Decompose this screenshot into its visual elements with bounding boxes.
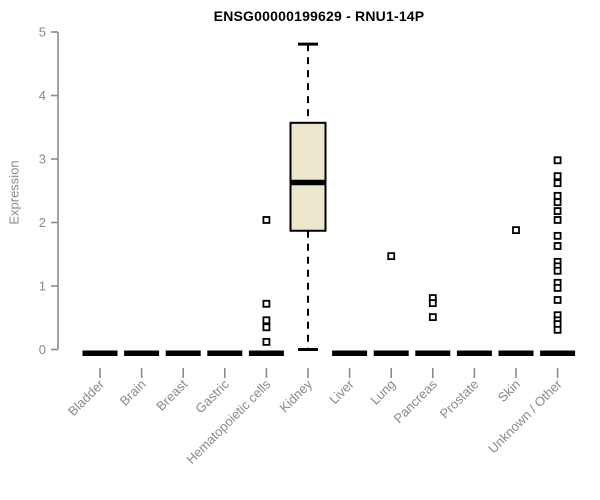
x-axis-category-label: Unknown / Other <box>485 376 565 456</box>
x-axis-category-label: Prostate <box>437 377 482 422</box>
y-axis-tick-label: 1 <box>39 279 46 294</box>
collapsed-box-at-zero <box>248 350 284 356</box>
outlier-point <box>262 337 271 346</box>
y-axis-tick-label: 2 <box>39 215 46 230</box>
outlier-point <box>553 156 562 165</box>
x-axis-category-label: Brain <box>117 377 149 409</box>
outlier-point <box>553 266 562 275</box>
chart-title: ENSG00000199629 - RNU1-14P <box>213 8 425 24</box>
x-axis-category-label: Kidney <box>276 376 315 415</box>
y-axis-tick-label: 4 <box>39 88 46 103</box>
collapsed-box-at-zero <box>456 350 492 356</box>
x-axis-category-label: Pancreas <box>390 376 440 426</box>
collapsed-box-at-zero <box>498 350 534 356</box>
x-axis-category-label: Breast <box>153 376 190 413</box>
collapsed-box-at-zero <box>207 350 243 356</box>
outlier-point <box>262 299 271 308</box>
outlier-point <box>553 207 562 215</box>
boxplot-box <box>289 121 327 232</box>
collapsed-box-at-zero <box>82 350 118 356</box>
x-axis-category-label: Gastric <box>192 376 232 416</box>
x-axis-category-label: Liver <box>326 376 357 407</box>
y-axis-tick-label: 3 <box>39 152 46 167</box>
collapsed-box-at-zero <box>415 350 451 356</box>
outlier-point <box>553 325 562 334</box>
outlier-point <box>553 284 562 292</box>
outlier-point <box>553 198 562 207</box>
outlier-point <box>387 252 396 261</box>
y-axis-tick-label: 5 <box>39 25 46 40</box>
outlier-point <box>262 316 271 325</box>
outlier-point <box>512 226 520 235</box>
x-axis-category-label: Bladder <box>65 376 108 419</box>
outlier-point <box>553 172 562 181</box>
x-axis-category-label: Lung <box>367 377 398 408</box>
outlier-point <box>553 216 562 224</box>
collapsed-box-at-zero <box>332 350 368 356</box>
outlier-point <box>262 216 271 224</box>
x-axis-category-label: Skin <box>495 377 523 405</box>
outlier-point <box>428 313 437 322</box>
y-axis-tick-label: 0 <box>39 342 46 357</box>
outlier-point <box>553 242 562 250</box>
collapsed-box-at-zero <box>124 350 160 356</box>
outlier-point <box>428 299 437 308</box>
collapsed-box-at-zero <box>540 350 576 356</box>
outlier-point <box>553 296 562 304</box>
collapsed-box-at-zero <box>373 350 409 356</box>
outlier-point <box>553 179 562 188</box>
collapsed-box-at-zero <box>165 350 201 356</box>
outlier-point <box>553 231 562 240</box>
outlier-point <box>262 323 271 332</box>
median-line <box>290 179 326 186</box>
outlier-point <box>553 191 562 200</box>
